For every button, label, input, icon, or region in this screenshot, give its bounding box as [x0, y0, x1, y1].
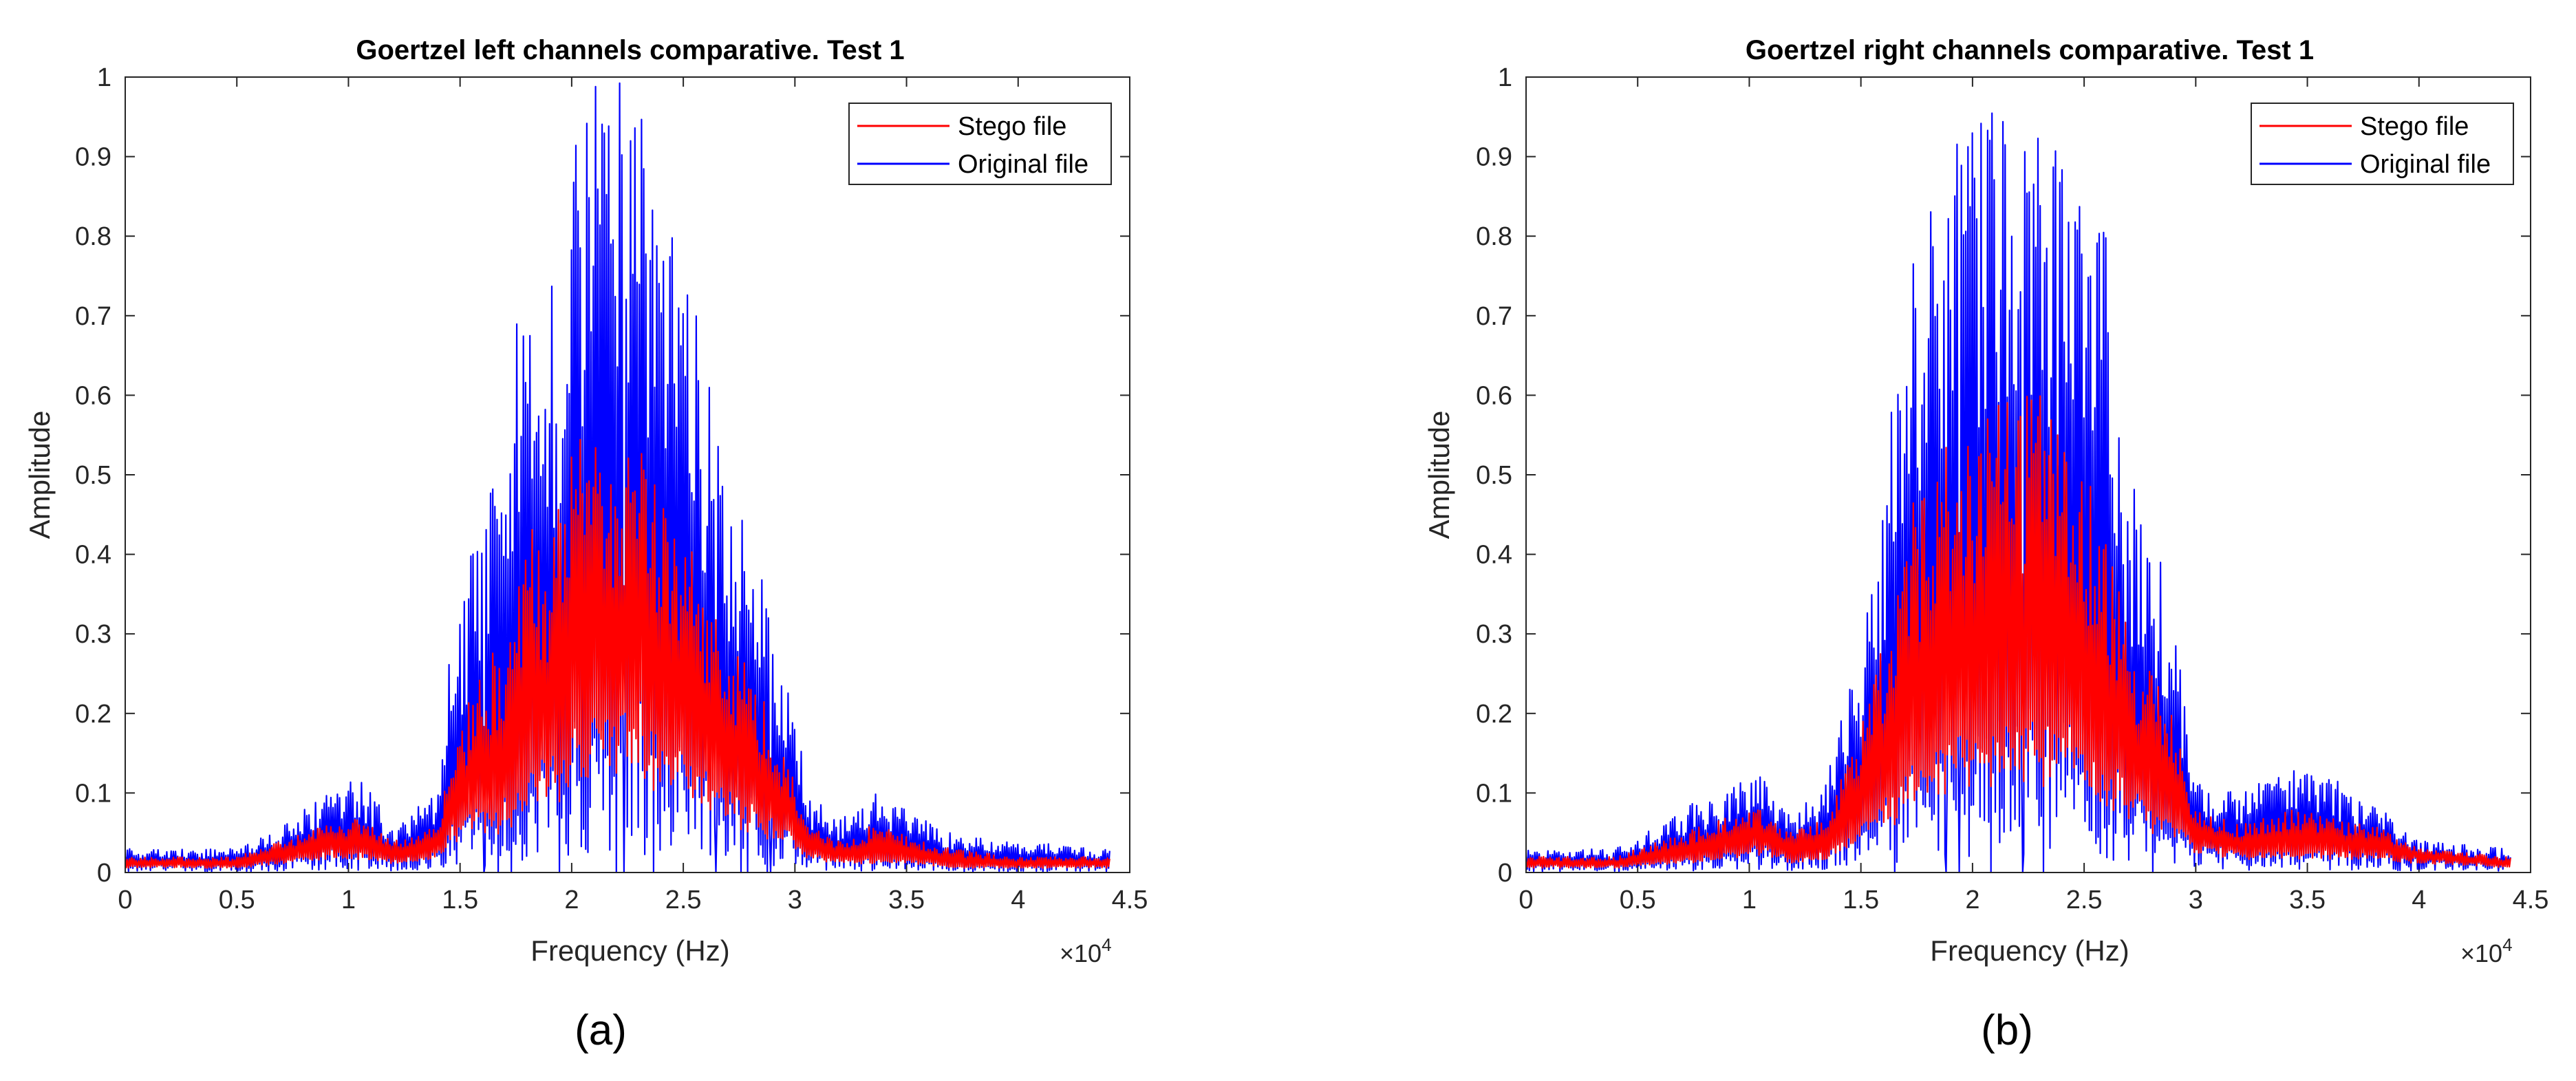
- y-tick-label: 0.9: [1476, 143, 1512, 172]
- y-tick-label: 0.5: [75, 461, 111, 490]
- y-tick-label: 0.8: [1476, 222, 1512, 251]
- x-tick-label: 4.5: [1112, 886, 1148, 914]
- x-tick-label: 1: [1742, 886, 1757, 914]
- y-tick-label: 0.8: [75, 222, 111, 251]
- x-axis-label-b: Frequency (Hz): [1930, 934, 2129, 967]
- y-tick-label: 0.2: [1476, 700, 1512, 729]
- legend-box-b: [2251, 103, 2514, 185]
- legend-a: Stego file Original file: [848, 103, 1112, 185]
- series-line-original: [1525, 112, 2511, 874]
- panel-a: Goertzel left channels comparative. Test…: [23, 35, 1148, 1054]
- x-axis-label-a: Frequency (Hz): [530, 934, 729, 967]
- y-tick-label: 0.7: [75, 302, 111, 331]
- series-line-original: [124, 82, 1110, 874]
- x-tick-label: 4: [1011, 886, 1025, 914]
- y-tick-label: 0: [1498, 859, 1512, 888]
- x-tick-label: 2: [564, 886, 579, 914]
- x-tick-label: 0.5: [219, 886, 255, 914]
- y-ticks-b: 0 0.1 0.2 0.3 0.4 0.5 0.6 0.7 0.8 0.9 1: [1476, 63, 2531, 888]
- x-exponent-power-a: 4: [1102, 934, 1111, 955]
- series-a: [124, 82, 1110, 874]
- x-tick-label: 2.5: [2066, 886, 2103, 914]
- legend-label-stego-b: Stego file: [2360, 112, 2469, 141]
- y-tick-label: 0.3: [1476, 620, 1512, 649]
- chart-title-b: Goertzel right channels comparative. Tes…: [1746, 35, 2314, 65]
- y-tick-label: 0: [97, 859, 111, 888]
- y-axis-label-a: Amplitude: [23, 411, 56, 539]
- x-tick-label: 1: [341, 886, 356, 914]
- series-b: [1525, 112, 2511, 874]
- legend-label-stego-a: Stego file: [958, 112, 1066, 141]
- y-tick-label: 1: [1498, 63, 1512, 92]
- x-tick-label: 3.5: [888, 886, 925, 914]
- y-tick-label: 0.6: [75, 381, 111, 410]
- y-tick-label: 0.9: [75, 143, 111, 172]
- y-tick-label: 0.3: [75, 620, 111, 649]
- series-line-stego: [124, 438, 1110, 869]
- x-exponent-b: ×104: [2460, 934, 2513, 967]
- y-tick-label: 0.6: [1476, 381, 1512, 410]
- legend-b: Stego file Original file: [2251, 103, 2514, 185]
- plot-frame-a: [125, 76, 1130, 873]
- y-tick-label: 0.4: [1476, 541, 1512, 570]
- x-tick-label: 2: [1965, 886, 1979, 914]
- legend-label-original-a: Original file: [958, 150, 1088, 179]
- x-tick-label: 1.5: [442, 886, 478, 914]
- y-tick-label: 0.1: [75, 779, 111, 808]
- x-tick-label: 3.5: [2289, 886, 2326, 914]
- panel-b: Goertzel right channels comparative. Tes…: [1423, 35, 2548, 1054]
- x-tick-label: 1.5: [1843, 886, 1879, 914]
- x-tick-label: 2.5: [665, 886, 702, 914]
- y-tick-label: 1: [97, 63, 111, 92]
- x-tick-label: 0: [118, 886, 132, 914]
- x-tick-label: 0: [1518, 886, 1533, 914]
- y-tick-label: 0.2: [75, 700, 111, 729]
- y-tick-label: 0.5: [1476, 461, 1512, 490]
- y-axis-label-b: Amplitude: [1423, 411, 1455, 539]
- x-ticks-b: 0 0.5 1 1.5 2 2.5 3 3.5 4 4.5: [1518, 77, 2548, 914]
- x-tick-label: 4.5: [2513, 886, 2549, 914]
- x-tick-label: 4: [2412, 886, 2426, 914]
- y-tick-label: 0.7: [1476, 302, 1512, 331]
- x-ticks-a: 0 0.5 1 1.5 2 2.5 3 3.5 4 4.5: [118, 77, 1148, 914]
- panel-label-a: (a): [575, 1007, 627, 1054]
- series-line-stego: [1525, 395, 2511, 869]
- panel-label-b: (b): [1981, 1007, 2033, 1054]
- y-tick-label: 0.1: [1476, 779, 1512, 808]
- plot-frame-b: [1525, 76, 2531, 873]
- x-tick-label: 0.5: [1620, 886, 1656, 914]
- y-ticks-a: 0 0.1 0.2 0.3 0.4 0.5 0.6 0.7 0.8 0.9 1: [75, 63, 1130, 888]
- x-tick-label: 3: [788, 886, 802, 914]
- legend-label-original-b: Original file: [2360, 150, 2491, 179]
- y-tick-label: 0.4: [75, 541, 111, 570]
- legend-box-a: [848, 103, 1112, 185]
- x-exponent-power-b: 4: [2502, 934, 2512, 955]
- chart-title-a: Goertzel left channels comparative. Test…: [356, 35, 904, 65]
- x-tick-label: 3: [2189, 886, 2203, 914]
- x-exponent-a: ×104: [1060, 934, 1112, 967]
